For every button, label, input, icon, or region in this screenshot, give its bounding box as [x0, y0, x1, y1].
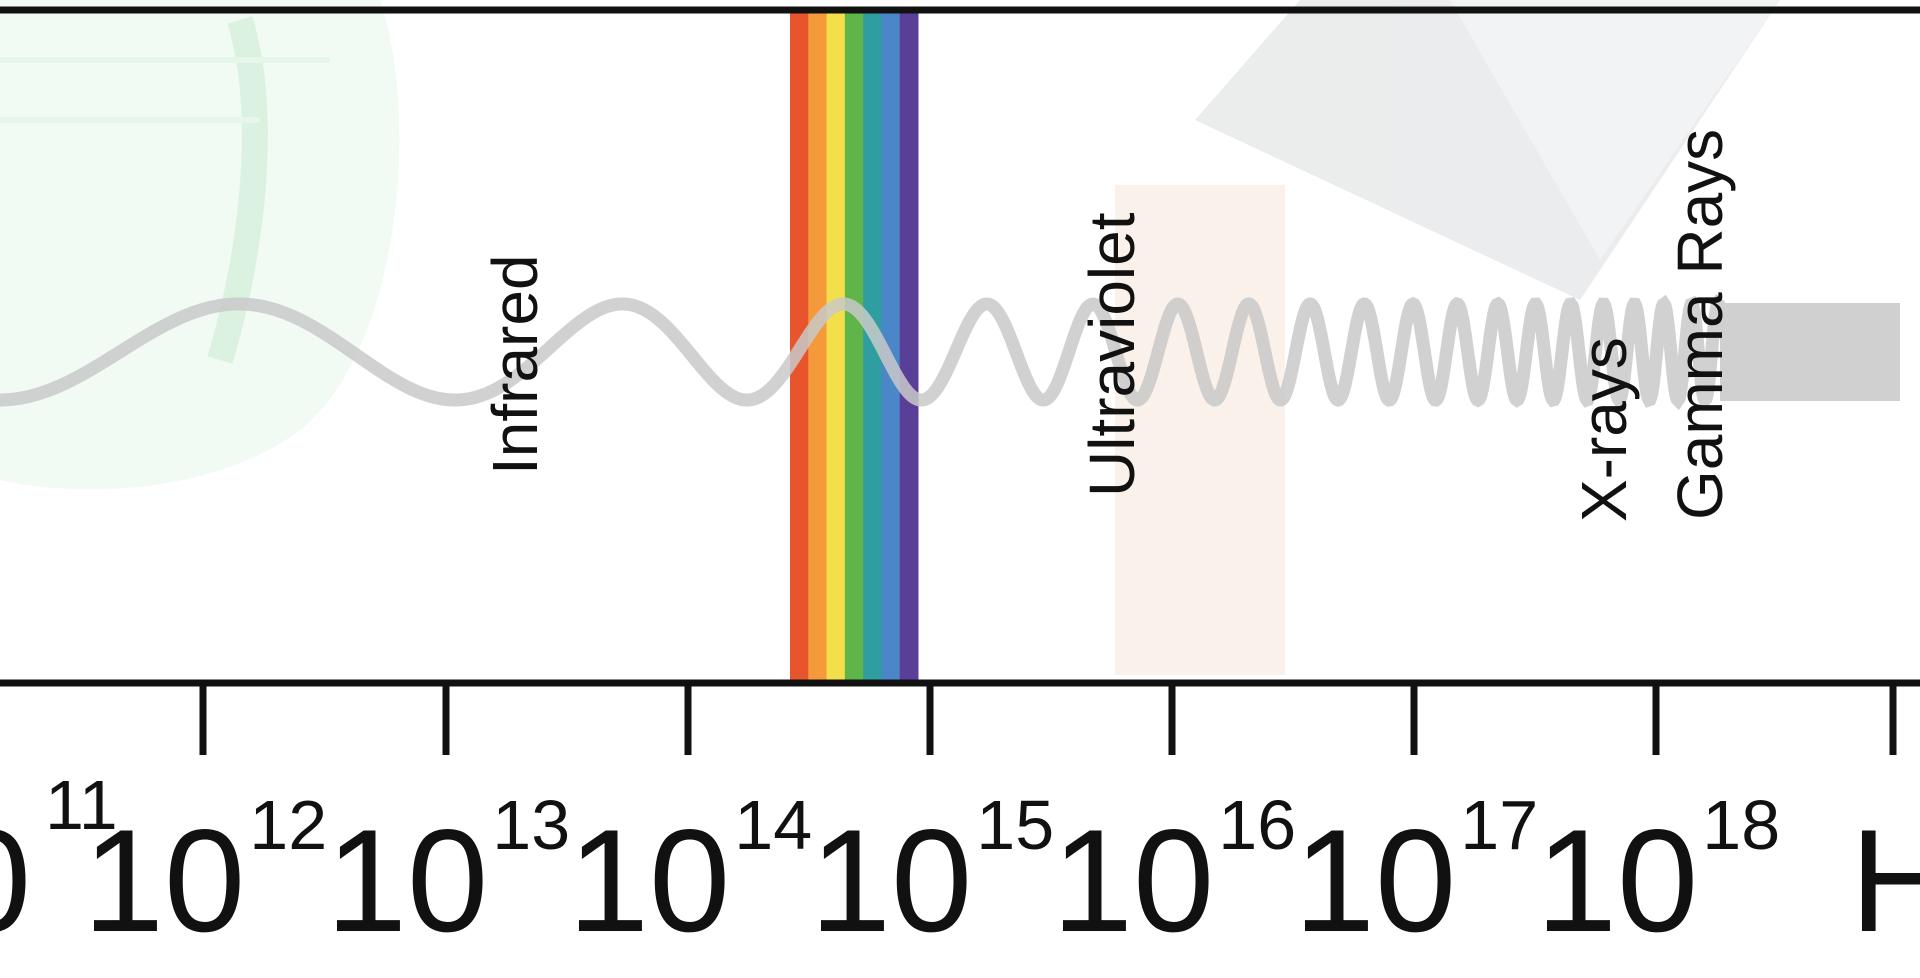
spectrum-stripe: [863, 10, 882, 683]
tick-exp-11: 11: [45, 766, 118, 844]
tick-label-14: 1014: [567, 786, 813, 962]
band-label-ultraviolet: Ultraviolet: [1076, 212, 1148, 497]
band-label-xrays: X-rays: [1568, 337, 1640, 522]
wave-line: [0, 293, 1727, 411]
wave-dense-end: [1720, 303, 1900, 401]
band-label-infrared: Infrared: [479, 254, 551, 475]
tick-label-partial: 0: [0, 808, 31, 954]
axis-tick-marks: [199, 683, 1897, 755]
tick-label-18: 1018: [1535, 786, 1781, 962]
axis-unit-label: H: [1850, 799, 1920, 962]
tick-label-12: 1012: [82, 786, 328, 962]
faint-prism-image: [1195, 0, 1780, 300]
tick-label-17: 1017: [1293, 786, 1539, 962]
visible-spectrum-band: [790, 10, 919, 683]
spectrum-stripe: [826, 10, 846, 683]
faint-radio-dish-image: [0, 0, 400, 490]
band-label-gamma-rays: Gamma Rays: [1664, 128, 1736, 520]
spectrum-stripe: [844, 10, 864, 683]
spectrum-stripe: [808, 10, 828, 683]
tick-label-16: 1016: [1051, 786, 1297, 962]
faint-building-image: [1115, 185, 1285, 675]
tick-label-15: 1015: [809, 786, 1055, 962]
spectrum-stripe: [881, 10, 901, 683]
spectrum-stripe: [899, 10, 919, 683]
tick-label-13: 1013: [325, 786, 571, 962]
